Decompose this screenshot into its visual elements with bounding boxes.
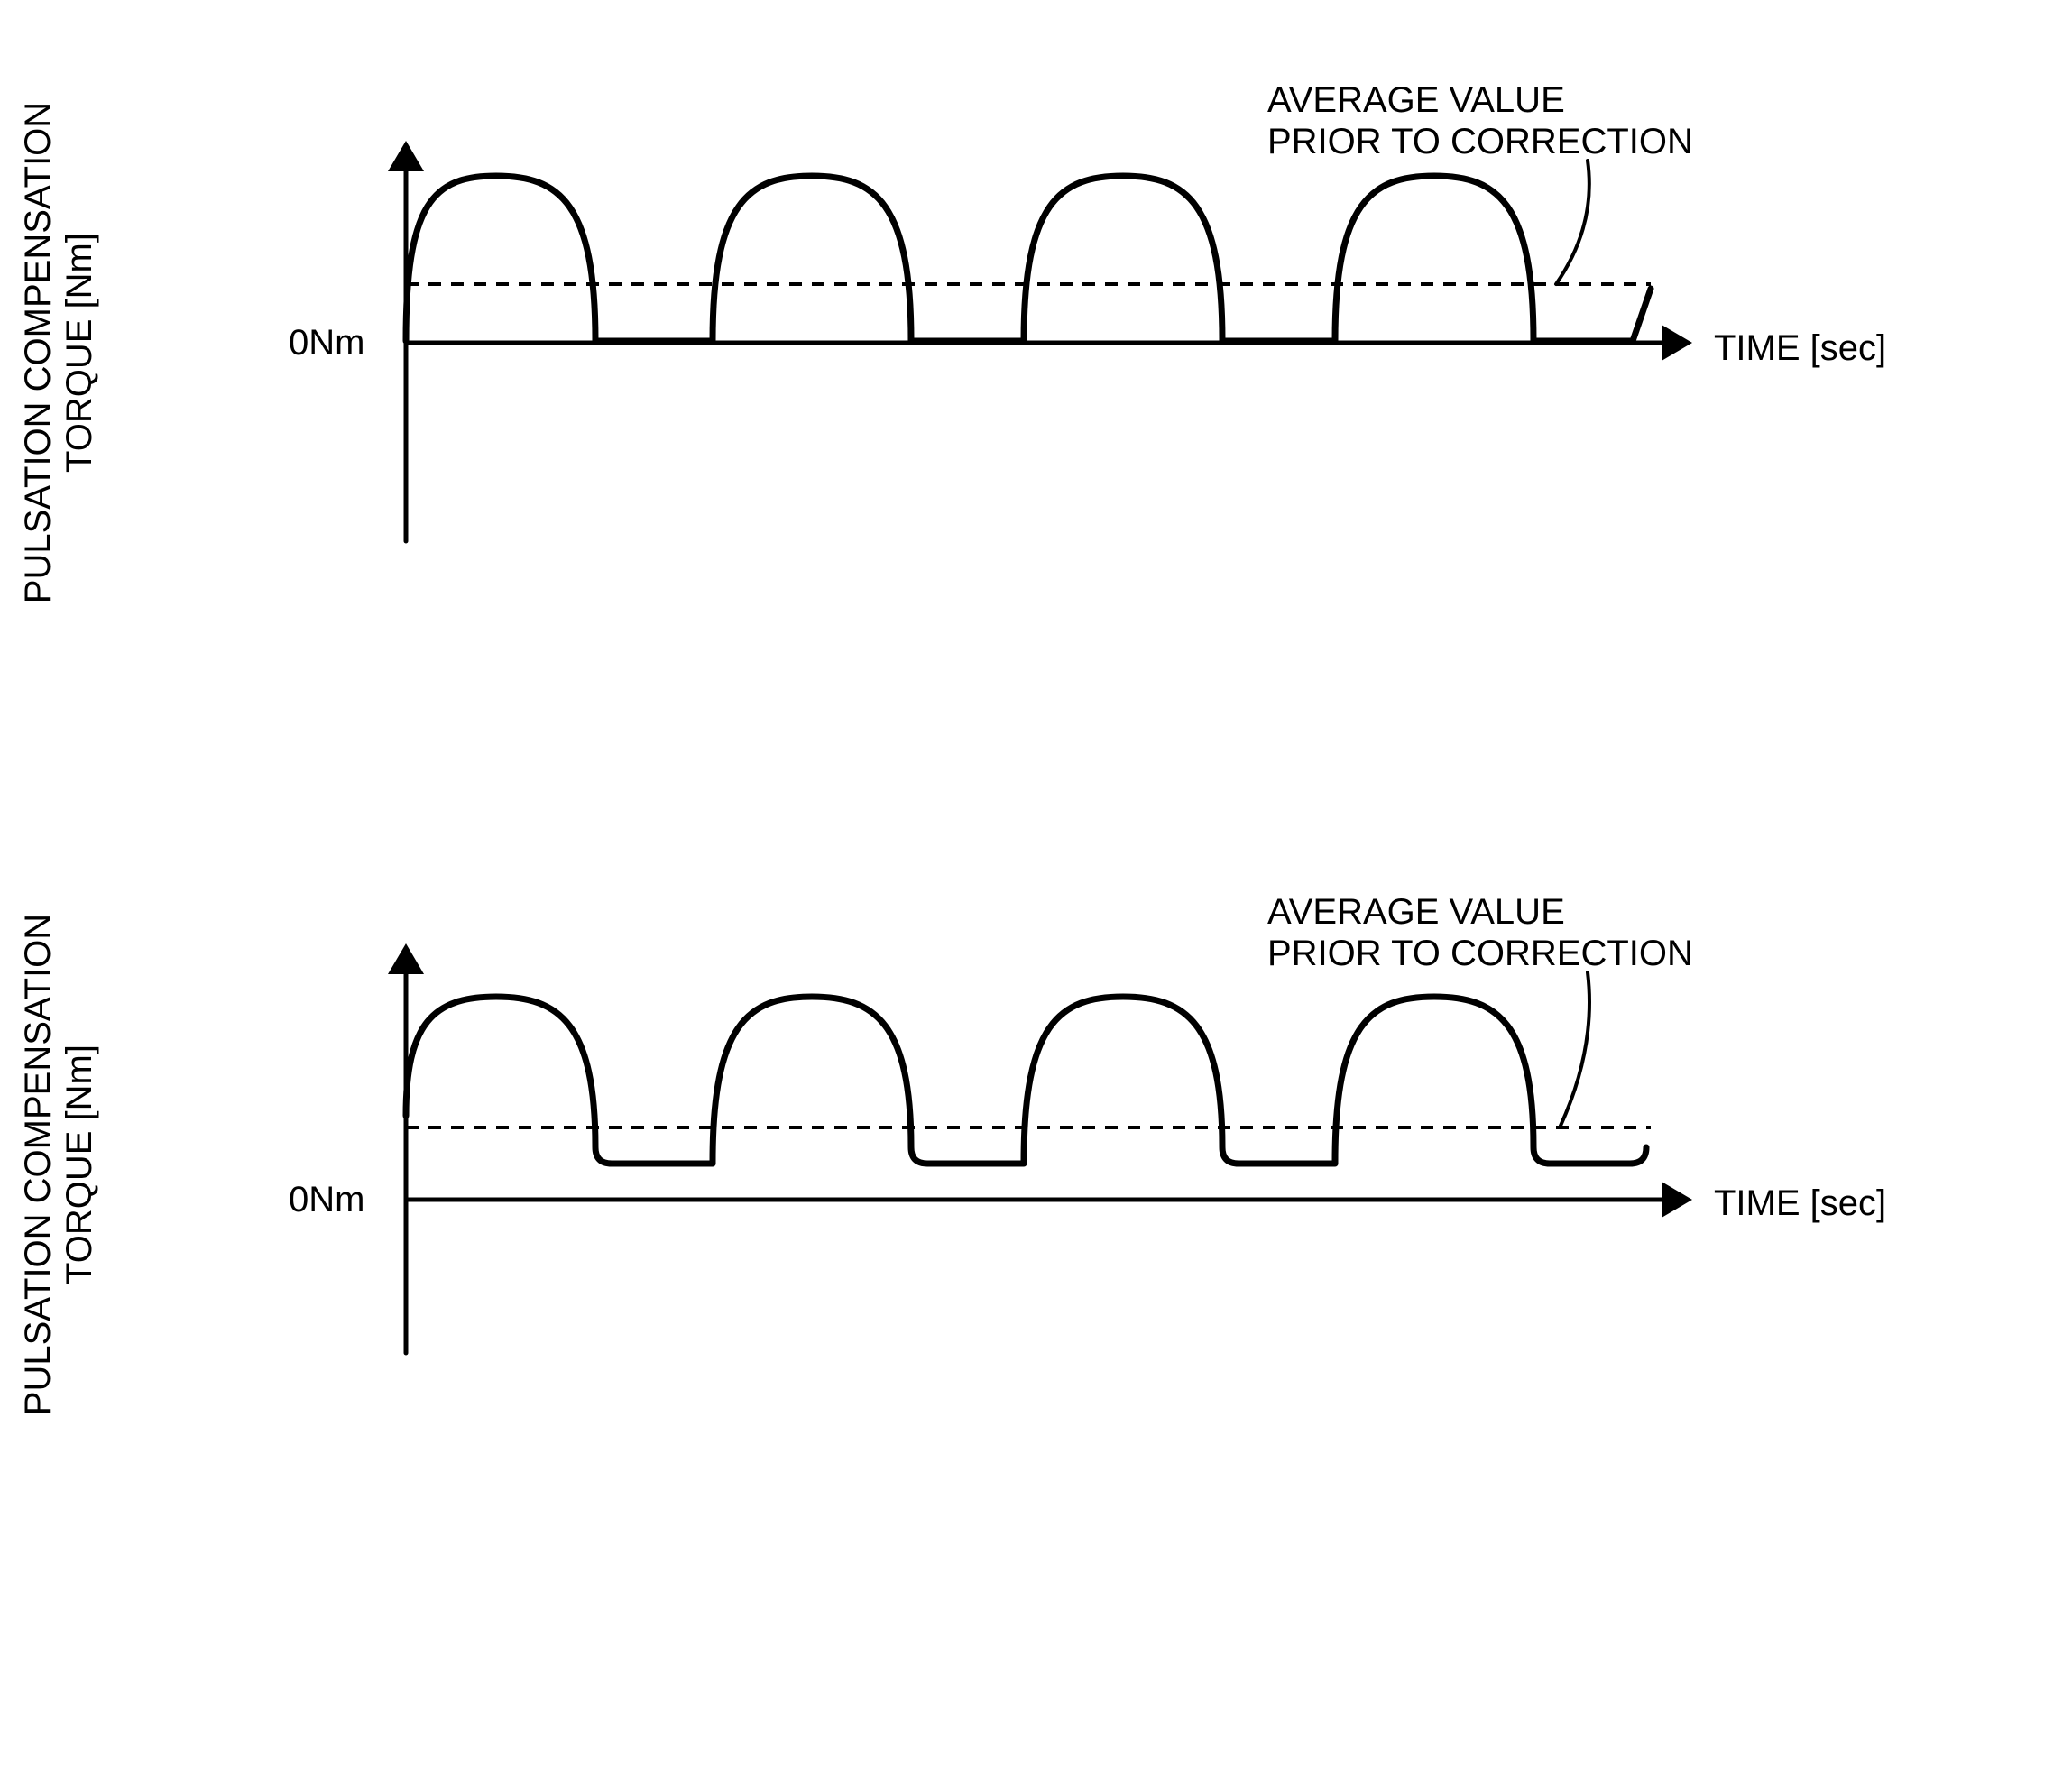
zero-label-top: 0Nm (289, 323, 364, 364)
zero-label-bottom: 0Nm (289, 1180, 364, 1220)
x-axis-label-bottom: TIME [sec] (1714, 1183, 1886, 1224)
y-axis-label-top: PULSATION COMPENSATION TORQUE [Nm] (17, 82, 100, 623)
chart-svg-bottom (153, 929, 1957, 1488)
y-axis-label-bottom: PULSATION COMPENSATION TORQUE [Nm] (17, 894, 100, 1435)
chart-top: PULSATION COMPENSATION TORQUE [Nm] 0Nm T… (153, 117, 1957, 676)
annotation-label-bottom: AVERAGE VALUE PRIOR TO CORRECTION (1267, 891, 1693, 974)
chart-svg-top (153, 117, 1957, 676)
annotation-label-top: AVERAGE VALUE PRIOR TO CORRECTION (1267, 79, 1693, 162)
chart-bottom: PULSATION COMPENSATION TORQUE [Nm] 0Nm T… (153, 929, 1957, 1488)
x-axis-label-top: TIME [sec] (1714, 328, 1886, 369)
